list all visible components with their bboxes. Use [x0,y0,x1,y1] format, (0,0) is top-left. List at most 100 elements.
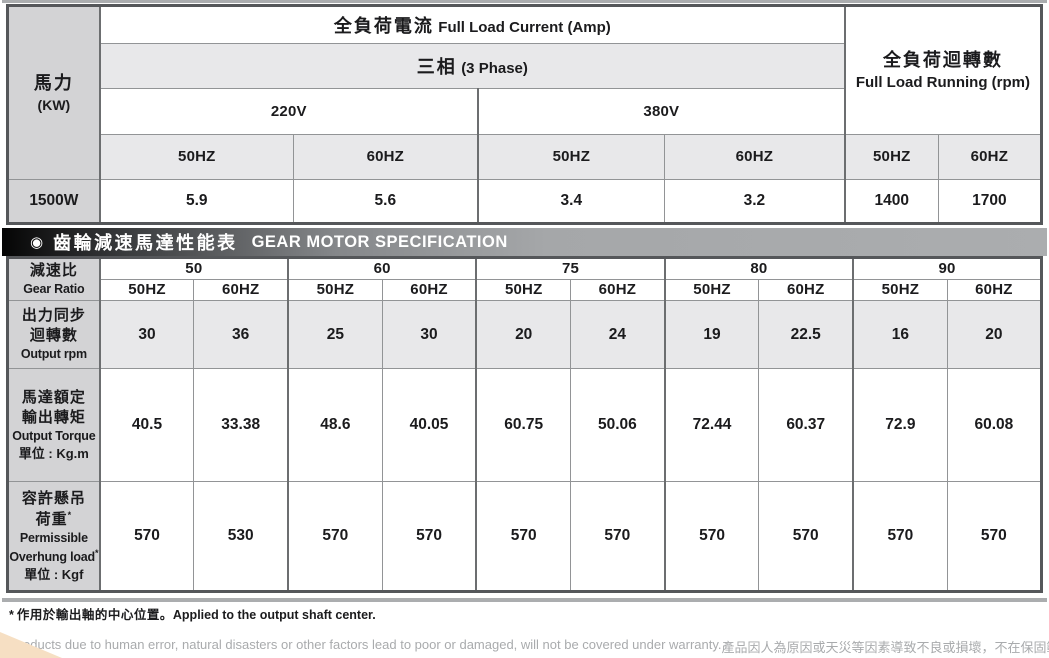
three-phase-cjk: 三相 [416,57,457,77]
rpm-value: 1400 [874,192,909,209]
overhung-asterisk: * [67,509,73,520]
current-value: 5.6 [374,192,397,209]
t1-hz-cell: 50HZ [843,134,939,180]
output-rpm-cjk1: 出力同步 [21,306,86,324]
rpm-value: 30 [420,325,438,343]
rpm-value: 1700 [972,192,1007,209]
rpm-value: 20 [515,325,533,343]
torque-value: 48.6 [320,416,351,433]
t2-hz-cell: 60HZ [570,279,666,301]
overhung-value: 570 [980,527,1007,544]
voltage-220-label: 220V [270,102,307,120]
hp-label-cjk: 馬力 [33,73,74,94]
model-cell: 1500W [6,179,101,224]
output-rpm-en: Output rpm [20,347,87,362]
table-row: 出力同步 迴轉數 Output rpm 30 36 25 30 20 24 19… [6,300,1043,369]
t1-hz-cell: 60HZ [937,134,1043,180]
overhung-cell: 570 [758,481,854,592]
overhung-value: 570 [699,527,725,544]
current-value: 3.4 [560,192,583,209]
t2-hz-label: 50HZ [504,281,543,298]
overhung-value: 570 [134,527,160,544]
overhung-cell: 570 [946,481,1043,592]
overhung-cjk2-line: 荷重* [9,509,99,530]
torque-cell: 33.38 [193,368,289,482]
rpm-value: 36 [232,325,250,343]
overhung-load-label-cell: 容許懸吊 荷重* Permissible Overhung load* 單位 :… [6,481,101,592]
disclaimer-cjk: 產品因人為原因或天災等因素導致不良或損壞，不在保固範圍內。 [721,640,1049,655]
rpm-cell: 20 [946,300,1043,369]
t2-hz-cell: 50HZ [852,279,948,301]
t1-hz-label: 60HZ [366,148,405,165]
t2-hz-label: 50HZ [881,281,920,298]
torque-value: 60.37 [786,416,826,433]
overhung-value: 570 [887,527,914,544]
current-value-cell: 3.2 [663,179,846,224]
t2-hz-label: 60HZ [598,281,637,298]
t2-hz-cell: 50HZ [99,279,195,301]
ratio-label: 75 [561,260,580,277]
model-label: 1500W [29,192,79,209]
output-torque-cjk2: 輸出轉矩 [21,408,86,426]
full-load-current-header-cell: 全負荷電流 Full Load Current (Amp) [99,5,846,44]
torque-value: 33.38 [221,416,261,433]
t1-hz-label: 50HZ [552,148,591,165]
overhung-cell: 570 [99,481,195,592]
t2-hz-label: 50HZ [128,281,166,298]
current-value: 5.9 [185,192,208,209]
torque-cell: 72.9 [852,368,948,482]
t1-hz-label: 50HZ [873,148,911,165]
target-bullet-icon: ◉ [30,234,44,251]
overhung-cell: 570 [287,481,383,592]
torque-value: 40.05 [409,416,449,433]
t2-hz-cell: 50HZ [287,279,383,301]
t2-hz-label: 50HZ [693,281,731,298]
torque-cell: 48.6 [287,368,383,482]
footnote-asterisk: * [9,608,14,622]
full-load-running-cjk: 全負荷迴轉數 [882,50,1003,71]
ratio-label: 80 [750,260,768,277]
overhung-unit: 單位 : Kgf [24,566,84,582]
rpm-value: 20 [985,325,1003,343]
t2-hz-label: 60HZ [410,281,448,298]
torque-cell: 72.44 [663,368,760,482]
overhung-value: 570 [322,527,349,544]
t2-hz-cell: 60HZ [193,279,289,301]
ratio-cell: 80 [663,257,854,280]
page-top-strip [2,0,1047,3]
torque-cell: 60.08 [946,368,1043,482]
overhung-en1: Permissible [19,531,88,546]
gear-ratio-en: Gear Ratio [23,282,85,297]
rpm-value-cell: 1700 [937,179,1043,224]
torque-value: 72.9 [885,416,916,433]
three-phase-en: (3 Phase) [461,60,528,77]
rpm-cell: 19 [663,300,760,369]
rpm-cell: 24 [570,300,666,369]
banner-title-en: GEAR MOTOR SPECIFICATION [251,232,508,251]
t2-hz-label: 60HZ [221,281,260,298]
ratio-cell: 50 [99,257,289,280]
torque-value: 72.44 [692,416,732,433]
torque-value: 60.08 [974,416,1014,433]
overhung-value: 570 [416,527,442,544]
t1-hz-cell: 50HZ [99,134,294,180]
rpm-value: 19 [703,325,721,343]
ratio-label: 90 [938,260,956,277]
t2-hz-label: 60HZ [975,281,1013,298]
overhung-en2-line: Overhung load* [9,547,99,566]
torque-cell: 60.37 [758,368,854,482]
full-load-current-cjk: 全負荷電流 [333,16,434,36]
gear-ratio-header-cell: 減速比 Gear Ratio [6,257,101,301]
t2-hz-cell: 60HZ [758,279,854,301]
corner-decoration [0,632,62,658]
output-torque-en: Output Torque [12,429,96,444]
ratio-cell: 75 [475,257,666,280]
torque-cell: 50.06 [570,368,666,482]
torque-value: 50.06 [597,416,637,433]
gear-motor-spec-table: 減速比 Gear Ratio 50 60 75 80 90 50HZ 60HZ … [6,256,1043,593]
rpm-value: 22.5 [790,325,821,343]
overhung-cjk2: 荷重 [35,510,68,528]
t1-hz-cell: 60HZ [292,134,479,180]
ratio-cell: 60 [287,257,477,280]
torque-cell: 40.5 [99,368,195,482]
